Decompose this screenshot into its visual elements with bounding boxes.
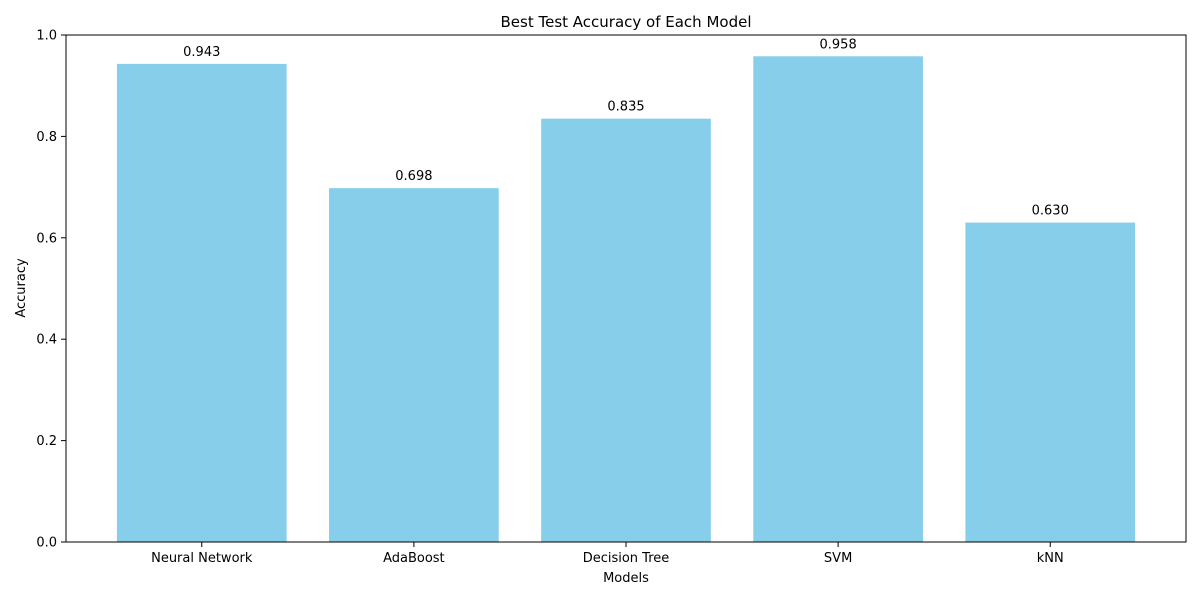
y-tick-label: 0.8 xyxy=(36,130,57,145)
chart-title: Best Test Accuracy of Each Model xyxy=(501,13,752,31)
plot-frame xyxy=(65,34,1187,543)
x-tick-label: Neural Network xyxy=(151,551,253,566)
x-tick-label: SVM xyxy=(824,551,852,566)
y-axis-ticks: 0.0 0.2 0.4 0.6 0.8 1.0 xyxy=(36,29,66,551)
value-label: 0.943 xyxy=(183,45,220,60)
x-tick-label: Decision Tree xyxy=(583,551,670,566)
y-tick-label: 0.6 xyxy=(36,231,57,246)
value-label: 0.698 xyxy=(395,169,432,184)
value-labels-group: 0.943 0.698 0.835 0.958 0.630 xyxy=(183,37,1069,218)
x-axis-label: Models xyxy=(603,571,649,586)
x-tick-label: kNN xyxy=(1037,551,1064,566)
x-tick-label: AdaBoost xyxy=(383,551,445,566)
y-tick-label: 1.0 xyxy=(36,29,57,44)
value-label: 0.630 xyxy=(1032,204,1069,219)
value-label: 0.835 xyxy=(607,100,644,115)
value-label: 0.958 xyxy=(820,37,857,52)
bar-decision-tree xyxy=(541,118,711,542)
bar-knn xyxy=(965,222,1136,542)
y-tick-label: 0.2 xyxy=(36,434,57,449)
bar-svm xyxy=(753,56,923,542)
y-axis-label: Accuracy xyxy=(14,258,29,318)
bar-neural-network xyxy=(116,63,287,543)
bars-group xyxy=(116,56,1136,543)
x-axis-ticks: Neural Network AdaBoost Decision Tree SVM kN… xyxy=(151,542,1064,566)
bar-adaboost xyxy=(329,188,499,542)
y-tick-label: 0.0 xyxy=(36,536,57,551)
y-tick-label: 0.4 xyxy=(36,333,57,348)
